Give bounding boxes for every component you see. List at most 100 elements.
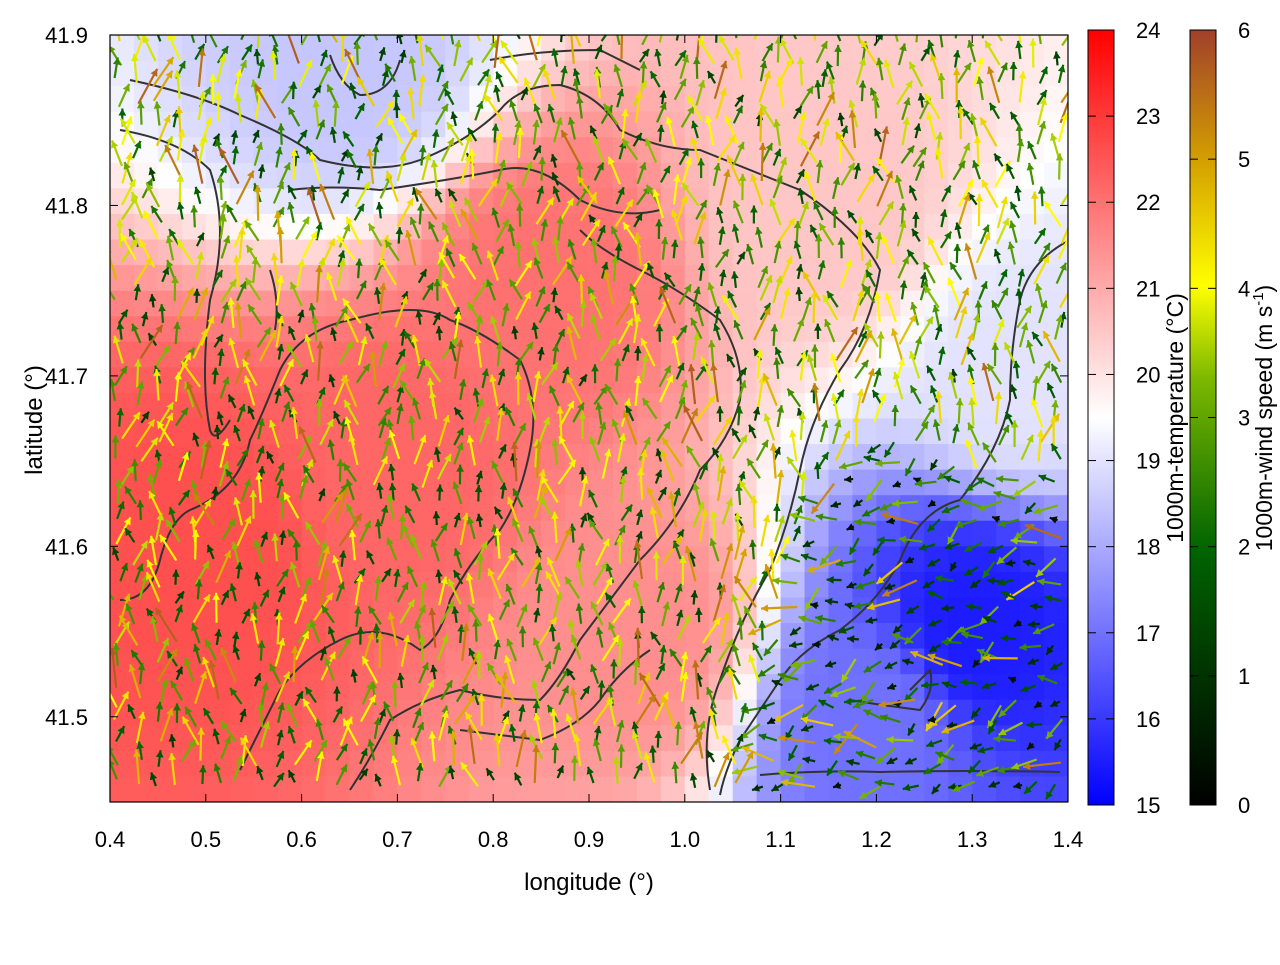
colorbar-tick-label: 17	[1136, 621, 1160, 646]
heatmap-cell	[110, 444, 135, 470]
heatmap-cell	[397, 725, 422, 751]
colorbar-tick-label: 6	[1238, 18, 1250, 43]
heatmap-cell	[1044, 572, 1069, 598]
heatmap-cell	[1044, 546, 1069, 572]
heatmap-cell	[1044, 674, 1069, 700]
x-tick-label: 0.7	[382, 827, 413, 852]
heatmap-cell	[900, 393, 925, 419]
heatmap-cell	[541, 316, 566, 342]
heatmap-cell	[900, 444, 925, 470]
heatmap-cell	[110, 35, 135, 61]
colorbar-tick-label: 15	[1136, 793, 1160, 818]
y-tick-label: 41.9	[45, 23, 88, 48]
heatmap-cell	[805, 572, 830, 598]
x-tick-label: 0.5	[191, 827, 222, 852]
heatmap-cell	[493, 776, 518, 802]
heatmap-cell	[733, 86, 758, 112]
heatmap-cell	[757, 444, 782, 470]
heatmap-cell	[445, 61, 470, 87]
heatmap-cell	[852, 188, 877, 214]
heatmap-cell	[445, 86, 470, 112]
temperature-colorbar-label: 1000m-temperature (°C)	[1162, 293, 1188, 543]
heatmap-cell	[948, 470, 973, 496]
colorbar-tick-label: 4	[1238, 276, 1250, 301]
heatmap-cell	[805, 265, 830, 291]
heatmap-cell	[829, 35, 854, 61]
heatmap-cell	[565, 444, 590, 470]
heatmap-cell	[733, 61, 758, 87]
heatmap-cell	[517, 623, 542, 649]
heatmap-cell	[613, 623, 638, 649]
heatmap-cell	[326, 163, 351, 189]
heatmap-cell	[1044, 776, 1069, 802]
heatmap-cell	[182, 265, 207, 291]
heatmap-cell	[565, 776, 590, 802]
heatmap-cell	[613, 444, 638, 470]
heatmap-cell	[637, 776, 662, 802]
heatmap-cell	[733, 291, 758, 317]
colorbar-tick-label: 1	[1238, 664, 1250, 689]
colorbar-tick-label: 21	[1136, 276, 1160, 301]
colorbar-tick-label: 5	[1238, 147, 1250, 172]
heatmap-cell	[1044, 61, 1069, 87]
colorbar-tick-label: 3	[1238, 406, 1250, 431]
heatmap-cell	[230, 367, 255, 393]
heatmap-cell	[278, 546, 303, 572]
heatmap-cell	[996, 495, 1021, 521]
heatmap-cell	[1020, 776, 1045, 802]
y-tick-label: 41.8	[45, 193, 88, 218]
heatmap-cell	[876, 444, 901, 470]
heatmap-cell	[445, 649, 470, 675]
heatmap-cell	[852, 623, 877, 649]
heatmap-cell	[110, 674, 135, 700]
heatmap-cell	[134, 214, 159, 240]
x-axis-label: longitude (°)	[524, 869, 654, 896]
heatmap-cell	[685, 521, 710, 547]
heatmap-cell	[565, 291, 590, 317]
heatmap-cell	[685, 572, 710, 598]
heatmap-cell	[805, 725, 830, 751]
y-tick-label: 41.6	[45, 534, 88, 559]
heatmap-cell	[1020, 546, 1045, 572]
heatmap-cell	[182, 61, 207, 87]
heatmap-cell	[302, 776, 327, 802]
x-tick-label: 0.8	[478, 827, 509, 852]
heatmap-cell	[517, 35, 542, 61]
heatmap-cell	[876, 597, 901, 623]
x-tick-label: 1.2	[861, 827, 892, 852]
heatmap-cell	[254, 700, 279, 726]
colorbar-tick-label: 18	[1136, 535, 1160, 560]
heatmap-cell	[589, 725, 614, 751]
heatmap-cell	[541, 86, 566, 112]
heatmap-cell	[493, 419, 518, 445]
heatmap-cell	[1020, 495, 1045, 521]
heatmap-cell	[445, 776, 470, 802]
heatmap-cell	[805, 776, 830, 802]
heatmap-cell	[469, 623, 494, 649]
heatmap-cell	[421, 316, 446, 342]
heatmap-cell	[781, 521, 806, 547]
heatmap-cell	[206, 61, 231, 87]
y-tick-label: 41.7	[45, 364, 88, 389]
heatmap-cell	[373, 546, 398, 572]
heatmap-cell	[1020, 597, 1045, 623]
heatmap-cell	[469, 35, 494, 61]
heatmap-cell	[661, 776, 686, 802]
heatmap-cell	[876, 419, 901, 445]
heatmap-cell	[948, 35, 973, 61]
heatmap-cell	[302, 265, 327, 291]
heatmap-cell	[829, 470, 854, 496]
colorbar-tick-label: 0	[1238, 793, 1250, 818]
heatmap-cell	[565, 419, 590, 445]
heatmap-cell	[685, 240, 710, 266]
x-tick-label: 0.6	[286, 827, 317, 852]
heatmap-cell	[781, 342, 806, 368]
heatmap-cell	[565, 112, 590, 138]
heatmap-cell	[781, 649, 806, 675]
heatmap-cell	[397, 649, 422, 675]
heatmap-cell	[900, 700, 925, 726]
heatmap-cell	[350, 240, 375, 266]
heatmap-cell	[589, 393, 614, 419]
heatmap-cell	[134, 700, 159, 726]
heatmap-cell	[134, 495, 159, 521]
